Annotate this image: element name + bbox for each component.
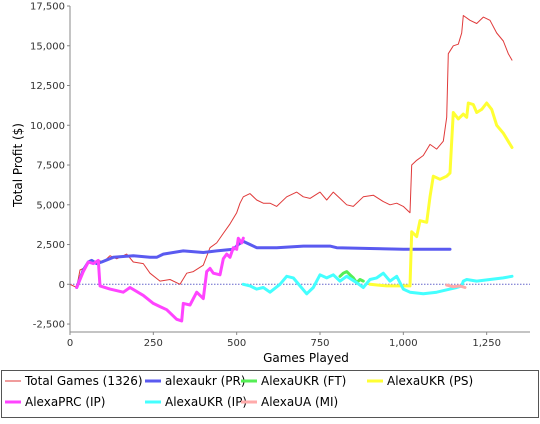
x-tick-label: 1,000 — [389, 338, 418, 349]
legend-label-3: AlexaUKR (PS) — [387, 374, 473, 388]
x-tick-label: 250 — [144, 338, 163, 349]
y-tick-label: 10,000 — [30, 121, 65, 132]
y-tick-label: 5,000 — [36, 200, 65, 211]
y-tick-label: 7,500 — [36, 161, 65, 172]
legend-label-0: Total Games (1326) — [24, 374, 143, 388]
x-tick-label: 1,250 — [472, 338, 501, 349]
plot-area — [70, 6, 530, 332]
y-tick-label: 15,000 — [30, 41, 65, 52]
y-axis-title: Total Profit ($) — [11, 123, 25, 208]
series-line-4 — [75, 236, 245, 323]
y-tick-label: 17,500 — [30, 2, 65, 13]
series-line-3 — [368, 101, 514, 288]
x-axis-title: Games Played — [263, 351, 349, 365]
x-tick-label: 500 — [227, 338, 246, 349]
legend-label-2: AlexaUKR (FT) — [261, 374, 346, 388]
y-tick-label: 0 — [59, 280, 65, 291]
y-tick-label: -2,500 — [33, 320, 65, 331]
y-tick-label: 12,500 — [30, 81, 65, 92]
x-tick-label: 750 — [310, 338, 329, 349]
legend-label-1: alexaukr (PR) — [165, 374, 246, 388]
legend-label-6: AlexaUA (MI) — [261, 395, 338, 409]
y-tick-label: 2,500 — [36, 240, 65, 251]
legend-label-4: AlexaPRC (IP) — [25, 395, 105, 409]
series-line-2 — [338, 270, 365, 285]
legend-label-5: AlexaUKR (IP) — [165, 395, 247, 409]
series-line-0 — [69, 15, 513, 288]
x-tick-label: 0 — [67, 338, 73, 349]
series-line-6 — [445, 283, 467, 289]
legend — [1, 370, 539, 418]
